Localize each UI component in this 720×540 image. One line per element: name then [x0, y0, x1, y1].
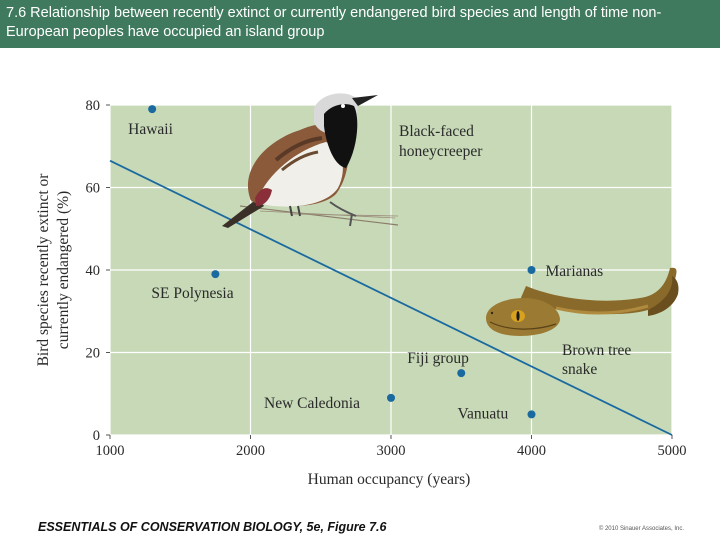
- axis-ticks: 1000 2000 3000 4000 5000 0 20 40 60 80: [86, 98, 687, 459]
- point-label: Hawaii: [128, 121, 173, 138]
- data-point: [457, 369, 466, 378]
- y-axis-label-line1: Bird species recently extinct or: [35, 173, 52, 367]
- point-label: SE Polynesia: [151, 285, 233, 302]
- figure-caption: ESSENTIALS OF CONSERVATION BIOLOGY, 5e, …: [38, 520, 387, 534]
- chart: 1000 2000 3000 4000 5000 0 20 40 60 80 Hawaii SE P…: [35, 93, 687, 488]
- annotation-snake-line2: snake: [562, 361, 597, 378]
- slide-header: 7.6 Relationship between recently extinc…: [0, 0, 720, 48]
- annotation-honeycreeper-line2: honeycreeper: [399, 143, 483, 160]
- data-points: [148, 105, 536, 419]
- point-label: Vanuatu: [458, 405, 509, 422]
- trend-line: [109, 159, 673, 436]
- copyright-notice: © 2010 Sinauer Associates, Inc.: [598, 526, 684, 532]
- annotation-snake-line1: Brown tree: [562, 342, 631, 359]
- x-tick-label: 5000: [658, 443, 687, 459]
- x-tick-label: 1000: [96, 443, 125, 459]
- data-point: [527, 410, 536, 419]
- slide-title: 7.6 Relationship between recently extinc…: [6, 5, 662, 40]
- x-tick-label: 3000: [377, 443, 406, 459]
- data-point: [527, 266, 536, 274]
- data-point: [211, 270, 220, 279]
- y-tick-label: 80: [86, 98, 101, 114]
- point-labels: Hawaii SE Polynesia Marianas Fiji group New …: [128, 121, 603, 422]
- brown-tree-snake-illustration: [486, 267, 679, 336]
- y-axis-label-line2: currently endangered (%): [55, 191, 72, 349]
- honeycreeper-illustration: [222, 93, 399, 228]
- annotation-honeycreeper-line1: Black-faced: [399, 123, 474, 140]
- point-label: New Caledonia: [264, 395, 360, 412]
- x-tick-label: 2000: [236, 443, 265, 459]
- data-point: [148, 105, 157, 114]
- x-axis-label: Human occupancy (years): [308, 471, 471, 488]
- y-tick-label: 60: [86, 181, 101, 197]
- y-tick-label: 20: [86, 346, 101, 362]
- y-tick-label: 0: [93, 428, 100, 444]
- y-tick-label: 40: [86, 263, 101, 279]
- point-label: Marianas: [546, 263, 604, 280]
- data-point: [387, 393, 395, 402]
- point-label: Fiji group: [407, 350, 469, 367]
- x-tick-label: 4000: [517, 443, 546, 459]
